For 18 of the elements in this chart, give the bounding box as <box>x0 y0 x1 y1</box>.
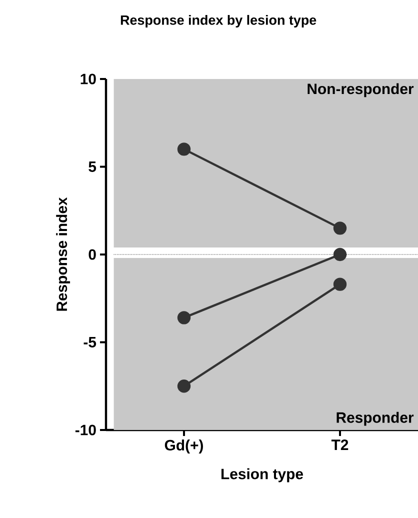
y-tick-label: 0 <box>88 249 96 260</box>
point <box>177 142 191 156</box>
point <box>177 380 191 393</box>
y-tick-label: 5 <box>88 162 96 172</box>
band-label: Responder <box>336 412 414 426</box>
y-tick-label: 10 <box>80 74 96 84</box>
x-tick-label: T2 <box>331 440 348 450</box>
x-axis-title: Lesion type <box>221 468 303 482</box>
y-tick-label: -10 <box>75 424 96 436</box>
y-axis-title: Response index <box>56 197 70 311</box>
y-tick-label: -5 <box>84 337 96 348</box>
band-label: Non-responder <box>308 83 414 98</box>
point <box>333 278 347 291</box>
chart-title: Response index by lesion type <box>120 14 316 28</box>
point <box>333 222 347 235</box>
x-tick-label: Gd(+) <box>164 440 203 454</box>
point <box>333 248 347 262</box>
point <box>177 311 191 324</box>
